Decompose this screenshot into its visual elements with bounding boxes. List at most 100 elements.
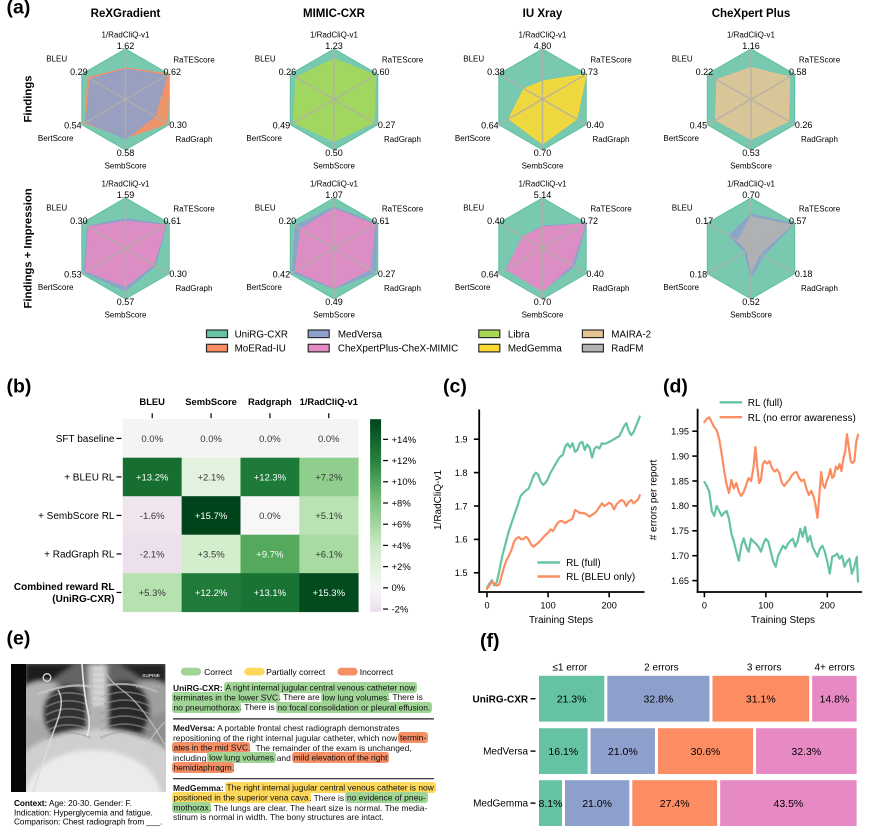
svg-text:CheXpertPlus-CheX-MIMIC: CheXpertPlus-CheX-MIMIC [338,344,458,355]
svg-text:+13.1%: +13.1% [254,588,287,599]
svg-text:0.58: 0.58 [117,148,135,158]
svg-text:SFT baseline: SFT baseline [56,434,115,445]
svg-text:MedGemma: MedGemma [473,799,528,810]
svg-text:RadGraph: RadGraph [384,284,421,293]
svg-text:0.27: 0.27 [378,269,396,279]
svg-text:BertScore: BertScore [455,134,491,143]
svg-text:100: 100 [758,601,773,611]
svg-text:-2%: -2% [392,604,409,615]
svg-text:0.52: 0.52 [742,297,760,307]
svg-text:+5.3%: +5.3% [139,588,167,599]
svg-text:Combined reward RL: Combined reward RL [14,582,115,593]
svg-text:(e): (e) [7,628,31,650]
svg-text:0.49: 0.49 [273,121,291,131]
svg-text:SembScore: SembScore [730,161,772,170]
svg-text:1/RadCliQ-v1: 1/RadCliQ-v1 [518,30,567,39]
svg-text:0.26: 0.26 [279,67,297,77]
svg-text:BertScore: BertScore [38,134,74,143]
svg-text:+15.3%: +15.3% [313,588,346,599]
svg-text:21.3%: 21.3% [557,693,587,705]
svg-text:MedGemma: MedGemma [508,344,562,355]
svg-text:RadGraph: RadGraph [593,135,630,144]
svg-text:RaTEScore: RaTEScore [173,56,215,65]
svg-text:1.62: 1.62 [117,41,135,51]
svg-text:BLEU: BLEU [672,54,693,63]
svg-text:+4%: +4% [392,541,412,552]
svg-text:(b): (b) [7,375,32,397]
svg-text:Findings: Findings [23,75,35,122]
svg-text:+14%: +14% [392,435,417,446]
svg-text:1.90: 1.90 [671,451,689,461]
svg-text:BertScore: BertScore [663,134,699,143]
svg-text:0.49: 0.49 [325,297,343,307]
svg-text:RaTEScore: RaTEScore [382,56,424,65]
svg-text:0.61: 0.61 [164,216,182,226]
svg-text:SembScore: SembScore [185,396,237,407]
svg-text:Training Steps: Training Steps [751,615,815,626]
svg-text:BLEU: BLEU [463,54,484,63]
svg-text:0.30: 0.30 [70,216,88,226]
svg-text:CheXpert Plus: CheXpert Plus [712,8,791,20]
svg-text:SembScore: SembScore [730,310,772,319]
svg-text:0.0%: 0.0% [141,434,163,445]
svg-text:+9.7%: +9.7% [256,549,284,560]
svg-text:SembScore: SembScore [522,161,564,170]
svg-text:0.0%: 0.0% [200,434,222,445]
svg-text:SembScore: SembScore [105,310,147,319]
svg-text:(c): (c) [443,375,467,397]
svg-text:(d): (d) [663,375,688,397]
svg-text:1/RadCliQ-v1: 1/RadCliQ-v1 [300,396,358,407]
svg-text:Findings + Impression: Findings + Impression [23,188,35,308]
svg-text:RaTEScore: RaTEScore [382,205,424,214]
svg-text:0.73: 0.73 [581,67,599,77]
svg-text:+ BLEU RL: + BLEU RL [64,472,115,483]
svg-text:0.26: 0.26 [795,120,813,130]
svg-text:0.70: 0.70 [742,190,760,200]
svg-text:200: 200 [820,601,835,611]
svg-text:0%: 0% [392,583,406,594]
svg-text:1/RadCliQ-v1: 1/RadCliQ-v1 [433,470,444,530]
svg-text:Partially correct: Partially correct [266,667,326,677]
svg-text:SembScore: SembScore [522,310,564,319]
svg-text:1.5: 1.5 [455,568,468,578]
svg-text:SembScore: SembScore [313,161,355,170]
svg-text:43.5%: 43.5% [774,798,804,810]
svg-text:0.57: 0.57 [789,216,807,226]
svg-text:BertScore: BertScore [663,283,699,292]
svg-text:(f): (f) [480,630,499,652]
svg-text:4.80: 4.80 [534,41,552,51]
svg-text:RaTEScore: RaTEScore [590,205,632,214]
svg-text:0.40: 0.40 [586,269,604,279]
svg-text:27.4%: 27.4% [660,798,690,810]
svg-text:1.07: 1.07 [325,190,343,200]
svg-text:RL (BLEU only): RL (BLEU only) [566,572,635,583]
svg-text:RadGraph: RadGraph [593,284,630,293]
svg-text:21.0%: 21.0% [608,746,638,758]
svg-text:0.30: 0.30 [169,269,187,279]
svg-text:0.57: 0.57 [117,297,135,307]
svg-text:0.45: 0.45 [690,121,708,131]
svg-text:MedVersa: MedVersa [338,329,383,340]
svg-text:1.95: 1.95 [671,427,689,437]
svg-text:0.0%: 0.0% [259,511,281,522]
svg-text:2 errors: 2 errors [644,663,678,674]
svg-text:+12%: +12% [392,456,417,467]
svg-text:0.72: 0.72 [581,216,599,226]
svg-text:0.62: 0.62 [164,67,182,77]
svg-text:BLEU: BLEU [672,203,693,212]
svg-text:Incorrect: Incorrect [360,667,394,677]
svg-text:RaTEScore: RaTEScore [173,205,215,214]
svg-text:SembScore: SembScore [313,310,355,319]
svg-text:+ SembScore RL: + SembScore RL [38,511,115,522]
svg-text:0.38: 0.38 [487,67,505,77]
svg-text:MedVersa: MedVersa [483,747,528,758]
svg-text:+7.2%: +7.2% [315,472,343,483]
svg-text:0.18: 0.18 [795,269,813,279]
svg-text:+10%: +10% [392,477,417,488]
svg-text:+2%: +2% [392,562,412,573]
svg-text:Indication: Hyperglycemia and: Indication: Hyperglycemia and fatigue. [14,809,153,818]
svg-text:0.53: 0.53 [64,270,82,280]
svg-text:1.9: 1.9 [455,435,468,445]
svg-text:+2.1%: +2.1% [197,472,225,483]
svg-text:0.22: 0.22 [696,67,714,77]
